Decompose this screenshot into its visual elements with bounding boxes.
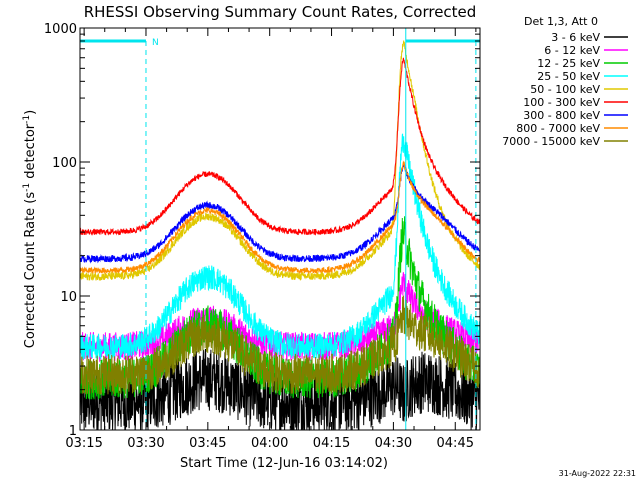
- y-label-sup2: -1: [22, 115, 32, 124]
- x-tick-label: 03:45: [189, 436, 226, 451]
- series-line-8: [79, 160, 481, 275]
- legend-label: 12 - 25 keV: [537, 57, 600, 70]
- x-tick-label: 04:00: [251, 436, 288, 451]
- series-line-9: [79, 295, 481, 395]
- legend-label: 6 - 12 keV: [544, 44, 600, 57]
- x-tick-label: 04:45: [437, 436, 474, 451]
- legend-label: 300 - 800 keV: [523, 109, 600, 122]
- flag-label: N: [152, 38, 159, 48]
- x-tick-label: 03:30: [127, 436, 164, 451]
- y-axis-label: Corrected Count Rate (s-1 detector-1): [22, 110, 38, 348]
- series-line-4: [79, 133, 481, 360]
- y-tick-label: 1000: [44, 22, 77, 37]
- legend-label: 7000 - 15000 keV: [502, 135, 600, 148]
- plot-frame: [79, 27, 481, 431]
- footer-timestamp: 31-Aug-2022 22:31: [559, 469, 636, 478]
- series-line-5: [79, 40, 481, 281]
- legend-label: 50 - 100 keV: [530, 83, 600, 96]
- flag-markers: N: [80, 28, 480, 430]
- chart-title: RHESSI Observing Summary Count Rates, Co…: [84, 3, 477, 21]
- legend-label: 3 - 6 keV: [551, 31, 600, 44]
- y-tick-label: 1: [69, 424, 77, 439]
- x-axis: 03:15 03:30 03:45 04:00 04:15 04:30 04:45: [65, 28, 477, 451]
- y-tick-label: 100: [52, 156, 77, 171]
- y-label-part1: Corrected Count Rate (s: [23, 192, 38, 349]
- plot-lines: [79, 40, 481, 431]
- y-axis: 1 10 100 1000: [44, 22, 480, 439]
- legend-title: Det 1,3, Att 0: [524, 15, 598, 28]
- x-axis-label: Start Time (12-Jun-16 03:14:02): [180, 456, 388, 471]
- x-tick-label: 04:30: [375, 436, 412, 451]
- y-label-sup1: -1: [22, 183, 32, 192]
- legend-label: 25 - 50 keV: [537, 70, 600, 83]
- legend-label: 100 - 300 keV: [523, 96, 600, 109]
- y-tick-label: 10: [60, 290, 77, 305]
- y-label-part2: detector: [23, 123, 38, 183]
- legend-label: 800 - 7000 keV: [516, 122, 600, 135]
- x-tick-label: 03:15: [65, 436, 102, 451]
- x-tick-label: 04:15: [313, 436, 350, 451]
- y-label-part3: ): [23, 110, 38, 115]
- series-line-6: [79, 57, 481, 236]
